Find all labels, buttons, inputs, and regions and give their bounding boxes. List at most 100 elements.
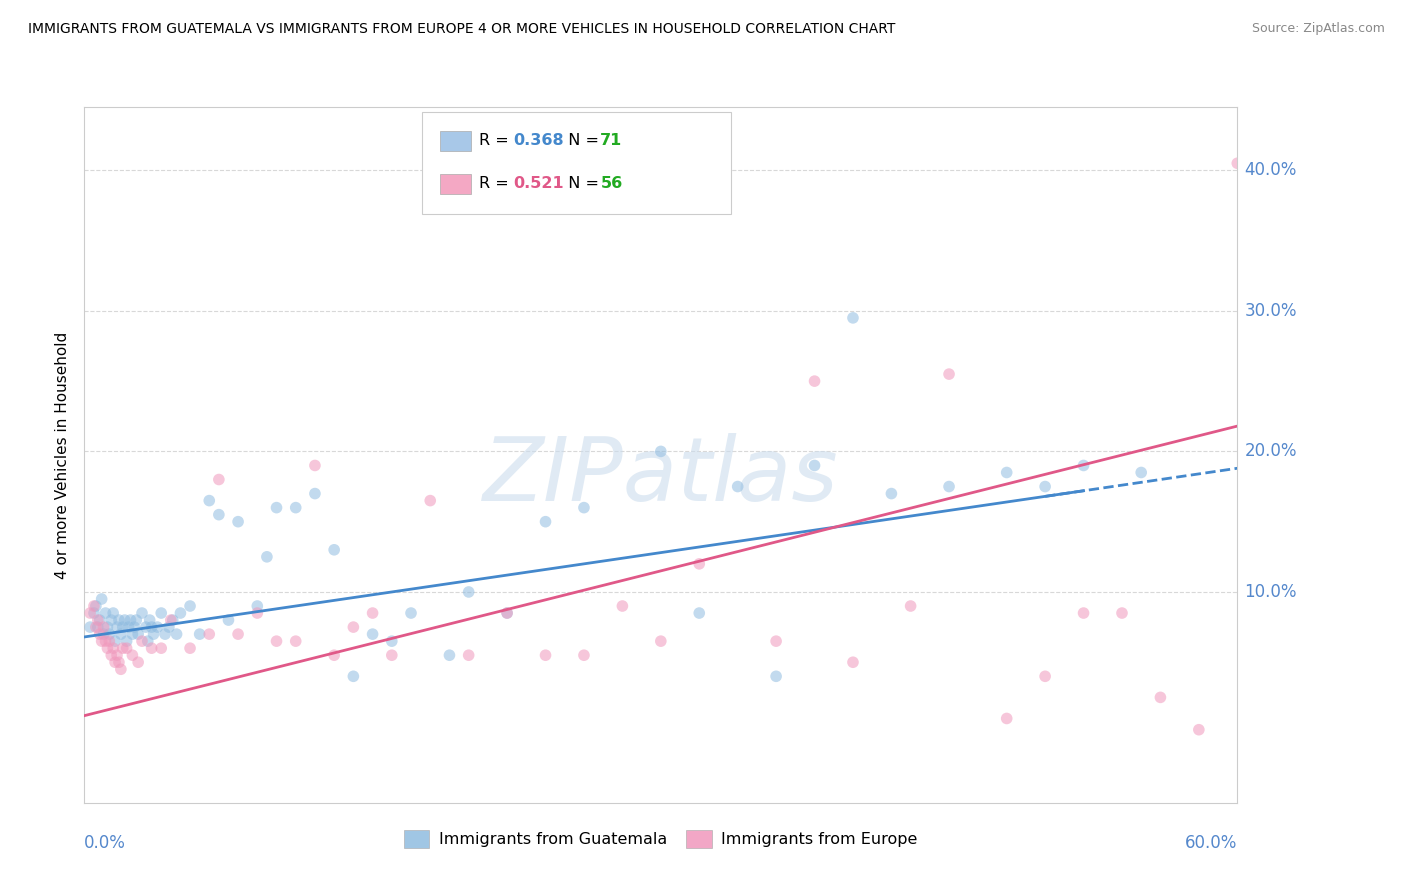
Point (938, 479, 960, 493)
Point (650, 634, 672, 648)
Point (995, 466, 1018, 480)
Point (266, 634, 288, 648)
Point (188, 627, 211, 641)
Text: Source: ZipAtlas.com: Source: ZipAtlas.com (1251, 22, 1385, 36)
Point (419, 493, 441, 508)
Point (89, 613, 111, 627)
Point (688, 557, 710, 571)
Point (842, 655, 865, 669)
Text: 20.0%: 20.0% (1244, 442, 1296, 460)
Point (1149, 690, 1171, 705)
Text: 0.368: 0.368 (513, 134, 564, 148)
Point (900, 599, 922, 613)
Point (284, 634, 307, 648)
Point (115, 634, 138, 648)
Point (135, 620, 157, 634)
Point (765, 669, 787, 683)
Point (938, 367, 960, 381)
Point (111, 641, 134, 656)
Point (157, 620, 180, 634)
Point (103, 641, 124, 656)
Point (121, 627, 143, 641)
Point (1111, 606, 1133, 620)
Point (1188, 723, 1211, 737)
Point (131, 606, 153, 620)
Text: IMMIGRANTS FROM GUATEMALA VS IMMIGRANTS FROM EUROPE 4 OR MORE VEHICLES IN HOUSEH: IMMIGRANTS FROM GUATEMALA VS IMMIGRANTS … (28, 22, 896, 37)
Point (198, 627, 221, 641)
Point (100, 648, 122, 663)
Point (803, 458, 825, 473)
Point (90, 634, 112, 648)
Text: 56: 56 (600, 177, 623, 191)
Point (110, 662, 132, 676)
Point (457, 648, 479, 663)
Point (842, 310, 865, 325)
Point (110, 627, 132, 641)
Point (803, 374, 825, 388)
Point (166, 627, 188, 641)
Point (381, 634, 404, 648)
Point (104, 655, 127, 669)
Point (89, 627, 111, 641)
Point (381, 648, 404, 663)
Point (79, 620, 101, 634)
Point (141, 620, 163, 634)
Point (142, 627, 165, 641)
Point (266, 500, 288, 515)
Point (87, 613, 110, 627)
Point (218, 613, 240, 627)
Point (84, 620, 107, 634)
Point (105, 620, 128, 634)
Point (246, 606, 269, 620)
Point (94, 606, 117, 620)
Point (160, 613, 183, 627)
Point (127, 655, 149, 669)
Point (87, 620, 110, 634)
Point (115, 641, 138, 656)
Point (93, 627, 115, 641)
Point (650, 444, 672, 458)
Text: 0.0%: 0.0% (84, 834, 127, 852)
Point (304, 458, 326, 473)
Text: R =: R = (479, 134, 515, 148)
Point (208, 473, 231, 487)
Point (104, 634, 127, 648)
Point (342, 620, 364, 634)
Point (79, 606, 101, 620)
Point (361, 627, 384, 641)
Text: N =: N = (558, 134, 605, 148)
Point (1033, 479, 1056, 493)
Point (141, 641, 163, 656)
Text: 60.0%: 60.0% (1185, 834, 1237, 852)
Text: 71: 71 (600, 134, 623, 148)
Point (124, 620, 146, 634)
Point (98, 627, 121, 641)
Point (138, 613, 160, 627)
Text: N =: N = (558, 177, 605, 191)
Point (226, 515, 249, 529)
Point (572, 648, 595, 663)
Point (179, 599, 201, 613)
Point (136, 634, 159, 648)
Point (94, 634, 117, 648)
Text: R =: R = (479, 177, 515, 191)
Point (256, 549, 278, 564)
Point (111, 620, 134, 634)
Point (995, 711, 1018, 725)
Text: 40.0%: 40.0% (1244, 161, 1296, 179)
Point (496, 606, 519, 620)
Point (90, 592, 112, 607)
Point (323, 648, 346, 663)
Point (96, 641, 118, 656)
Point (727, 479, 749, 493)
Text: 0.521: 0.521 (513, 177, 564, 191)
Point (342, 669, 364, 683)
Point (572, 500, 595, 515)
Point (108, 613, 131, 627)
Legend: Immigrants from Guatemala, Immigrants from Europe: Immigrants from Guatemala, Immigrants fr… (398, 824, 924, 854)
Point (108, 655, 131, 669)
Point (146, 620, 169, 634)
Point (121, 648, 143, 663)
Point (534, 515, 557, 529)
Point (1226, 156, 1249, 170)
